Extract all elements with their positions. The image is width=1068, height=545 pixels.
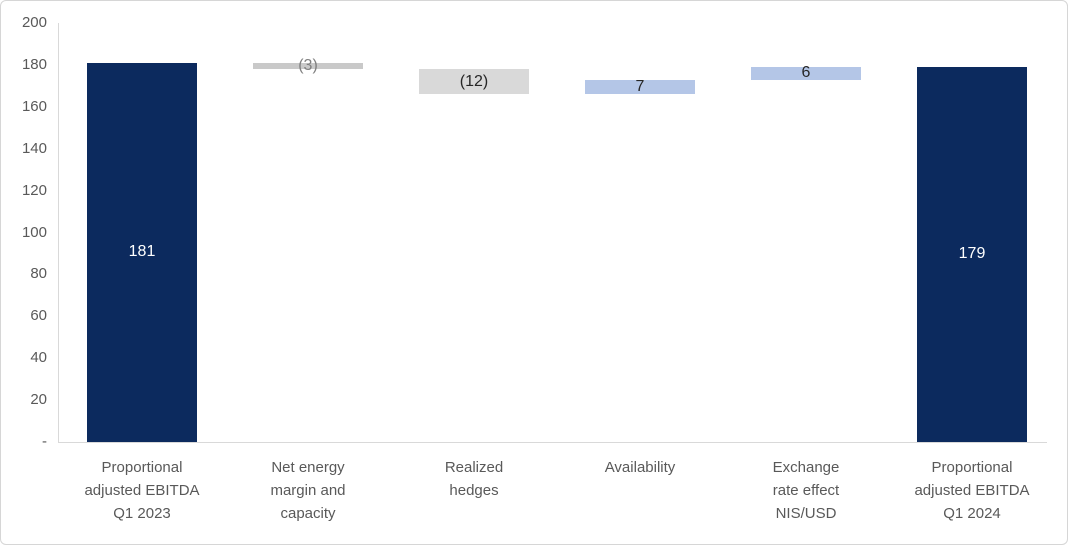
x-axis-category-label-line: adjusted EBITDA bbox=[84, 482, 200, 499]
x-axis-category-label-line: adjusted EBITDA bbox=[914, 482, 1030, 499]
bar-data-label: 6 bbox=[801, 64, 811, 82]
y-axis-tick-label: 180 bbox=[21, 55, 47, 73]
y-axis-tick-label: 200 bbox=[21, 14, 47, 31]
x-axis-category-label: Exchange rate effect NIS/USD bbox=[726, 456, 886, 525]
x-axis-category-label-line: rate effect bbox=[772, 482, 840, 499]
y-axis-tick-label: - bbox=[42, 433, 47, 450]
bar-data-label: 179 bbox=[958, 245, 986, 263]
y-axis-line bbox=[58, 23, 59, 442]
x-axis-category-label-line: Q1 2023 bbox=[113, 505, 171, 522]
x-axis-category-label-line: Exchange bbox=[772, 459, 840, 476]
x-axis-category-label: Proportional adjusted EBITDA Q1 2023 bbox=[62, 456, 222, 525]
x-axis-category-label-line: hedges bbox=[449, 482, 499, 499]
waterfall-bar-decrease bbox=[253, 62, 363, 70]
waterfall-bar-increase bbox=[751, 66, 861, 80]
x-axis-category-label-line: Net energy bbox=[271, 459, 345, 476]
waterfall-bar-total bbox=[917, 66, 1027, 442]
y-axis-tick-label: 160 bbox=[21, 97, 47, 115]
x-axis-category-label-line: capacity bbox=[280, 505, 336, 522]
y-axis-tick-label: 40 bbox=[30, 349, 47, 367]
x-axis-category-label-line: Realized bbox=[444, 459, 504, 476]
y-axis-tick-label: 100 bbox=[21, 223, 47, 241]
y-axis-tick-label: 60 bbox=[30, 307, 47, 325]
x-axis-category-label-line: Q1 2024 bbox=[943, 505, 1001, 522]
bar-data-label: 7 bbox=[635, 77, 645, 95]
waterfall-bar-decrease bbox=[419, 69, 529, 95]
x-axis-category-label-line: margin and bbox=[270, 482, 346, 499]
y-axis-tick-label: 80 bbox=[30, 265, 47, 283]
x-axis-line bbox=[58, 442, 1047, 443]
x-axis-category-label-line: Proportional bbox=[101, 459, 183, 476]
bar-data-label: (3) bbox=[298, 56, 318, 74]
x-axis-category-label: Realized hedges bbox=[394, 456, 554, 502]
waterfall-bar-total bbox=[87, 62, 197, 442]
y-axis-tick-label: 140 bbox=[21, 139, 47, 157]
x-axis-category-label-line: Proportional bbox=[931, 459, 1013, 476]
bar-data-label: (12) bbox=[459, 72, 489, 90]
x-axis-category-label: Net energy margin and capacity bbox=[228, 456, 388, 525]
x-axis-category-label-line: NIS/USD bbox=[775, 505, 837, 522]
waterfall-bar-increase bbox=[585, 79, 695, 95]
x-axis-category-label-line: Availability bbox=[604, 459, 676, 476]
y-axis-tick-label: 20 bbox=[30, 391, 47, 409]
y-axis-tick-label: 120 bbox=[21, 181, 47, 199]
x-axis-category-label: Proportional adjusted EBITDA Q1 2024 bbox=[892, 456, 1052, 525]
bar-data-label: 181 bbox=[128, 243, 156, 261]
x-axis-category-label: Availability bbox=[560, 456, 720, 479]
